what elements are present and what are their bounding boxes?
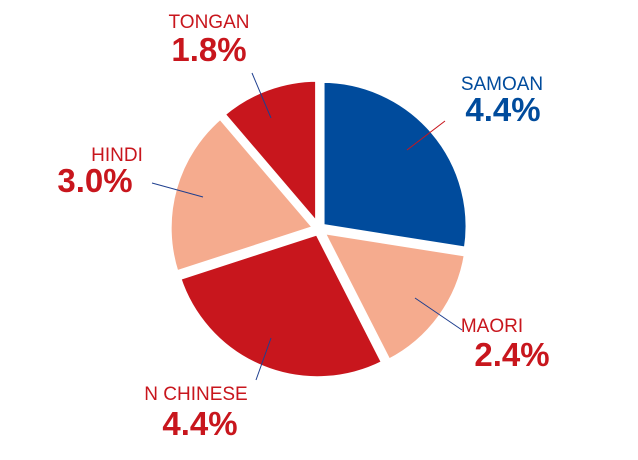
pie-slice-samoan (319, 77, 471, 252)
slice-name-maori: MAORI (461, 316, 523, 337)
leader-line-tongan (251, 72, 272, 119)
slice-name-hindi: HINDI (91, 145, 143, 166)
pie-slice-hindi (166, 114, 318, 276)
slice-value-maori: 2.4% (474, 336, 549, 373)
slice-value-tongan: 1.8% (171, 31, 246, 68)
slice-value-samoan: 4.4% (465, 91, 540, 128)
pie-slice-tongan (220, 76, 321, 228)
leader-line-samoan (406, 120, 446, 151)
slice-name-n-chinese: N CHINESE (144, 384, 247, 405)
slice-value-n-chinese: 4.4% (162, 405, 237, 442)
pie-slice-n-chinese (176, 230, 387, 382)
leader-line-n-chinese (255, 337, 272, 381)
pie-slice-maori (319, 228, 469, 364)
leader-line-hindi (151, 182, 204, 198)
slice-name-tongan: TONGAN (169, 12, 250, 33)
slice-name-samoan: SAMOAN (461, 74, 543, 95)
leader-line-maori (414, 297, 463, 331)
slice-value-hindi: 3.0% (57, 162, 132, 199)
